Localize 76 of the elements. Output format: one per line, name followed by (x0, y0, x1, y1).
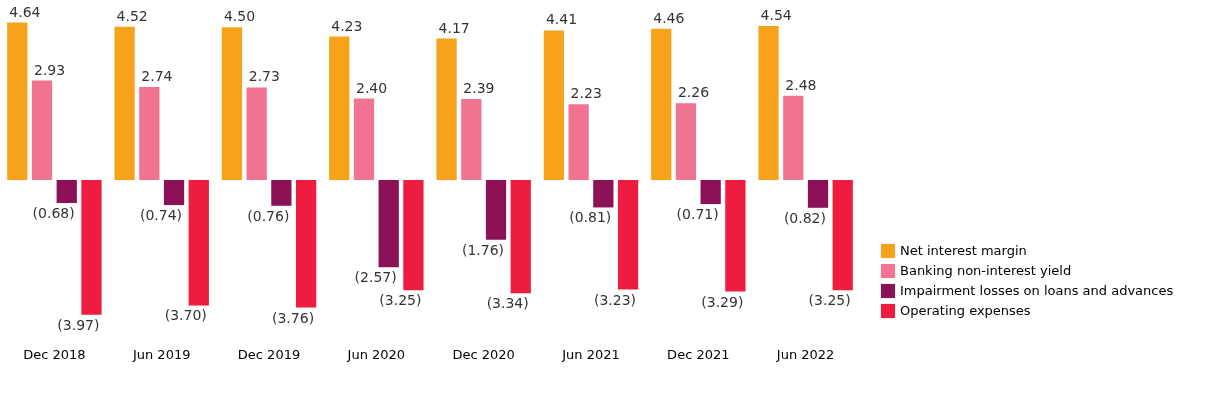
data-label: (0.74) (139, 207, 183, 224)
data-label: 2.73 (248, 68, 280, 85)
x-tick-label: Jun 2020 (346, 346, 406, 362)
data-label: (3.34) (486, 295, 529, 312)
x-tick-label: Dec 2020 (452, 346, 515, 362)
data-label: 4.64 (9, 3, 41, 20)
data-label: (3.23) (593, 291, 637, 308)
data-label: (3.25) (379, 292, 422, 309)
bar (783, 95, 804, 180)
legend-label: Banking non-interest yield (900, 263, 1072, 278)
data-label: (0.71) (676, 206, 719, 223)
data-label: 2.23 (570, 85, 602, 102)
x-tick-label: Dec 2018 (23, 346, 86, 362)
bar (758, 25, 779, 180)
bar (593, 179, 614, 208)
data-label: (2.57) (354, 269, 397, 286)
data-label: 2.40 (355, 79, 388, 96)
data-label: (3.25) (808, 292, 851, 309)
data-label: 4.52 (116, 7, 148, 24)
data-label: 4.50 (223, 8, 256, 25)
bar (7, 22, 28, 180)
bar (56, 179, 77, 204)
bar (114, 26, 135, 180)
data-label: (3.29) (701, 293, 744, 310)
x-tick-label: Jun 2021 (561, 346, 620, 362)
x-tick-label: Dec 2021 (667, 346, 730, 362)
bar (485, 179, 507, 240)
data-label: (3.70) (164, 307, 207, 324)
data-label: (0.68) (32, 205, 75, 222)
bar (271, 179, 292, 206)
bar (725, 179, 746, 292)
bar (139, 87, 160, 180)
data-label: 4.54 (760, 6, 792, 23)
bar (31, 80, 53, 180)
x-tick-label: Jun 2019 (131, 346, 191, 362)
bar (832, 179, 853, 291)
bar (461, 98, 482, 180)
data-label: 2.74 (141, 68, 173, 85)
bar (617, 179, 639, 290)
legend-label: Operating expenses (900, 303, 1031, 318)
data-label: 2.26 (677, 84, 710, 101)
bar (353, 98, 375, 180)
data-label: (0.82) (783, 209, 826, 226)
data-label: (3.97) (57, 316, 100, 333)
data-label: 4.41 (545, 11, 578, 28)
bar (295, 179, 317, 308)
bar (700, 179, 721, 205)
data-label: (3.76) (271, 309, 315, 326)
bar (510, 179, 531, 294)
x-tick-label: Jun 2022 (775, 346, 835, 362)
bar (568, 104, 589, 180)
bar (651, 28, 672, 180)
bar (81, 179, 102, 315)
bar (403, 179, 424, 291)
bar (188, 179, 209, 306)
data-label: (0.76) (247, 207, 290, 224)
legend-label: Impairment losses on loans and advances (900, 283, 1174, 298)
bar (378, 179, 399, 268)
data-label: 4.46 (653, 9, 685, 26)
bar (543, 30, 565, 180)
bar (329, 36, 350, 180)
bar (221, 27, 243, 180)
bar (163, 179, 185, 206)
data-label: 2.93 (34, 61, 66, 78)
x-tick-label: Dec 2019 (237, 346, 301, 362)
data-label: (0.81) (569, 209, 612, 226)
legend-label: Net interest margin (900, 243, 1027, 258)
data-label: 2.48 (785, 76, 817, 93)
bar (675, 103, 697, 180)
bar (436, 38, 457, 180)
data-label: 4.23 (331, 17, 363, 34)
bar (246, 87, 267, 180)
data-label: (1.76) (461, 241, 505, 258)
data-label: 2.39 (463, 79, 495, 96)
data-label: 4.17 (438, 19, 470, 36)
bar (807, 179, 829, 208)
